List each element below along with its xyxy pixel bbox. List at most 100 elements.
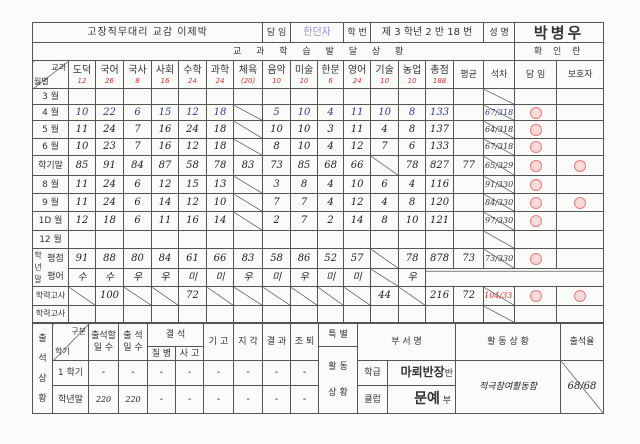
subject-weight: 10 (299, 76, 309, 85)
parent-confirm-cell (556, 305, 605, 323)
average-cell (453, 193, 485, 212)
score-cell (123, 88, 152, 105)
header-days-required: 출석할 일 수 (88, 323, 119, 361)
score-cell: 58 (178, 155, 207, 176)
score-cell: 85 (68, 155, 96, 176)
score-cell: 120 (425, 193, 455, 212)
score-cell (178, 88, 207, 105)
rank-cell: 97/330 (483, 211, 516, 231)
student-no-label: 학 번 (343, 22, 372, 43)
score-cell: 7 (290, 193, 319, 212)
teacher-confirm-cell (514, 175, 558, 194)
subject-weight: 10 (380, 76, 390, 85)
att-cell: - (88, 360, 119, 386)
grade-class-number: 제 3 학년 2 반 18 번 (370, 22, 485, 43)
score-cell: 14 (343, 211, 372, 231)
subject-weight: 10 (407, 76, 417, 85)
score-cell (262, 88, 292, 105)
side-char: 석 (38, 353, 47, 364)
homeroom-label: 담 임 (262, 22, 292, 43)
seal-stamp-icon (529, 215, 542, 227)
score-cell: 18 (206, 120, 234, 139)
score-cell (232, 230, 264, 249)
subject-name: 체육 (238, 64, 258, 76)
header-late: 지 각 (233, 323, 264, 361)
month-label: 9 월 (32, 193, 69, 212)
score-cell: 12 (68, 211, 96, 231)
parent-confirm-cell (556, 230, 605, 249)
score-cell: 80 (123, 248, 152, 269)
teacher-confirm-cell (514, 120, 558, 139)
rank-cell (483, 305, 516, 323)
rank-cell: 104/331 (483, 286, 516, 306)
special-label-1: 특 별 (318, 323, 359, 347)
att-cell: - (174, 360, 205, 386)
score-cell: 91 (68, 248, 96, 269)
score-cell (398, 230, 427, 249)
column-header: 담 임 (514, 60, 558, 89)
teacher-confirm-cell (514, 211, 558, 231)
subject-weight: 12 (77, 76, 87, 85)
score-cell: 66 (343, 155, 372, 176)
score-cell: 121 (425, 211, 455, 231)
score-cell: 4 (317, 138, 345, 156)
club-value: 문예 부 (387, 385, 457, 414)
score-cell: 78 (398, 155, 427, 176)
score-cell: 수 (68, 268, 96, 287)
score-cell: 11 (343, 120, 372, 139)
score-cell (151, 230, 179, 249)
header-illness: 질 병 (147, 346, 176, 361)
attendance-rate: 68/68 (560, 360, 605, 414)
subject-weight: 24 (352, 76, 362, 85)
score-cell: 수 (95, 268, 124, 287)
score-cell: 12 (343, 193, 372, 212)
header-accident: 사 고 (174, 346, 205, 361)
score-cell: 8 (398, 120, 427, 139)
class-label: 학급 (357, 360, 389, 386)
parent-confirm-cell (556, 193, 605, 212)
score-cell: 16 (151, 120, 179, 139)
att-cell: - (290, 360, 320, 386)
empty-slash-cell (232, 138, 264, 156)
special-label-3: 상 황 (328, 388, 348, 398)
score-cell (317, 88, 345, 105)
score-cell (343, 88, 372, 105)
parent-confirm-cell (556, 120, 605, 139)
rank-cell: 64/318 (483, 120, 516, 139)
score-cell (425, 230, 455, 249)
average-cell: 73 (453, 248, 485, 269)
subject-name: 총점 (430, 64, 449, 76)
corner-top: 구분 (71, 327, 86, 336)
empty-slash-cell (206, 286, 234, 306)
score-cell: 3 (262, 175, 292, 194)
subject-weight: 6 (328, 76, 333, 85)
score-cell (398, 88, 427, 105)
score-cell: 6 (123, 193, 152, 212)
score-cell (206, 88, 234, 105)
score-cell: 7 (262, 193, 292, 212)
score-cell (68, 88, 96, 105)
score-cell: 73 (262, 155, 292, 176)
month-label: 6 월 (32, 138, 69, 156)
score-cell: 78 (206, 155, 234, 176)
score-cell: 91 (95, 155, 124, 176)
average-cell (453, 211, 485, 231)
exam-label: 학력고사 (32, 305, 69, 323)
score-cell: 66 (206, 248, 234, 269)
club-label: 클럽 (357, 385, 389, 414)
rank-cell: 91/330 (483, 175, 516, 194)
exam-label: 학력고사 (32, 286, 69, 306)
seal-stamp-icon (529, 196, 542, 209)
subject-weight: (20) (240, 76, 256, 85)
att-cell: 220 (88, 385, 119, 414)
score-cell: 4 (317, 175, 345, 194)
score-cell: 12 (178, 104, 207, 121)
student-name: 박병우 (514, 22, 605, 43)
score-cell: 6 (398, 138, 427, 156)
subject-name: 국사 (128, 64, 147, 76)
seal-stamp-icon (529, 178, 542, 191)
empty-cell (425, 305, 455, 323)
score-cell: 10 (398, 211, 427, 231)
rank-cell: 67/318 (483, 104, 516, 121)
month-label: 1D 월 (32, 211, 69, 231)
